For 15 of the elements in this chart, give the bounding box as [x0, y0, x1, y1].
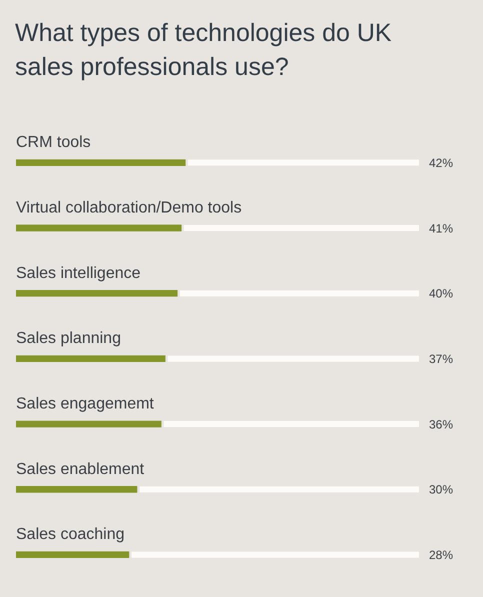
y-tick-label: Sales coaching — [16, 526, 125, 544]
data-label: 37% — [428, 352, 454, 366]
y-tick-label: Sales enablement — [16, 460, 145, 478]
y-tick-label: Sales planning — [16, 330, 121, 348]
y-tick-label: Virtual collaboration/Demo tools — [16, 199, 242, 216]
data-label: 28% — [428, 548, 454, 562]
data-label: 41% — [428, 221, 454, 236]
y-tick-label: CRM tools — [16, 134, 91, 152]
data-label: 40% — [428, 286, 454, 301]
y-tick-label: Sales engagememt — [16, 395, 154, 412]
y-tick-label: Sales intelligence — [16, 264, 141, 282]
data-label: 42% — [428, 156, 454, 170]
data-label: 36% — [428, 417, 454, 432]
data-label: 30% — [428, 482, 454, 497]
chart-title: What types of technologies do UK sales professionals use? — [15, 18, 393, 83]
